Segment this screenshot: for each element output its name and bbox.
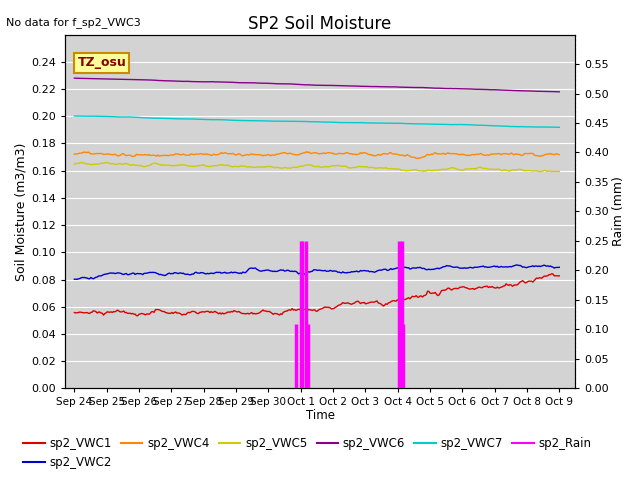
Y-axis label: Raim (mm): Raim (mm) <box>612 177 625 246</box>
Title: SP2 Soil Moisture: SP2 Soil Moisture <box>248 15 392 33</box>
Y-axis label: Soil Moisture (m3/m3): Soil Moisture (m3/m3) <box>15 142 28 281</box>
Text: No data for f_sp2_VWC3: No data for f_sp2_VWC3 <box>6 17 141 28</box>
X-axis label: Time: Time <box>305 409 335 422</box>
Legend: sp2_VWC1, sp2_VWC2, sp2_VWC4, sp2_VWC5, sp2_VWC6, sp2_VWC7, sp2_Rain: sp2_VWC1, sp2_VWC2, sp2_VWC4, sp2_VWC5, … <box>19 433 596 474</box>
Text: TZ_osu: TZ_osu <box>77 57 126 70</box>
